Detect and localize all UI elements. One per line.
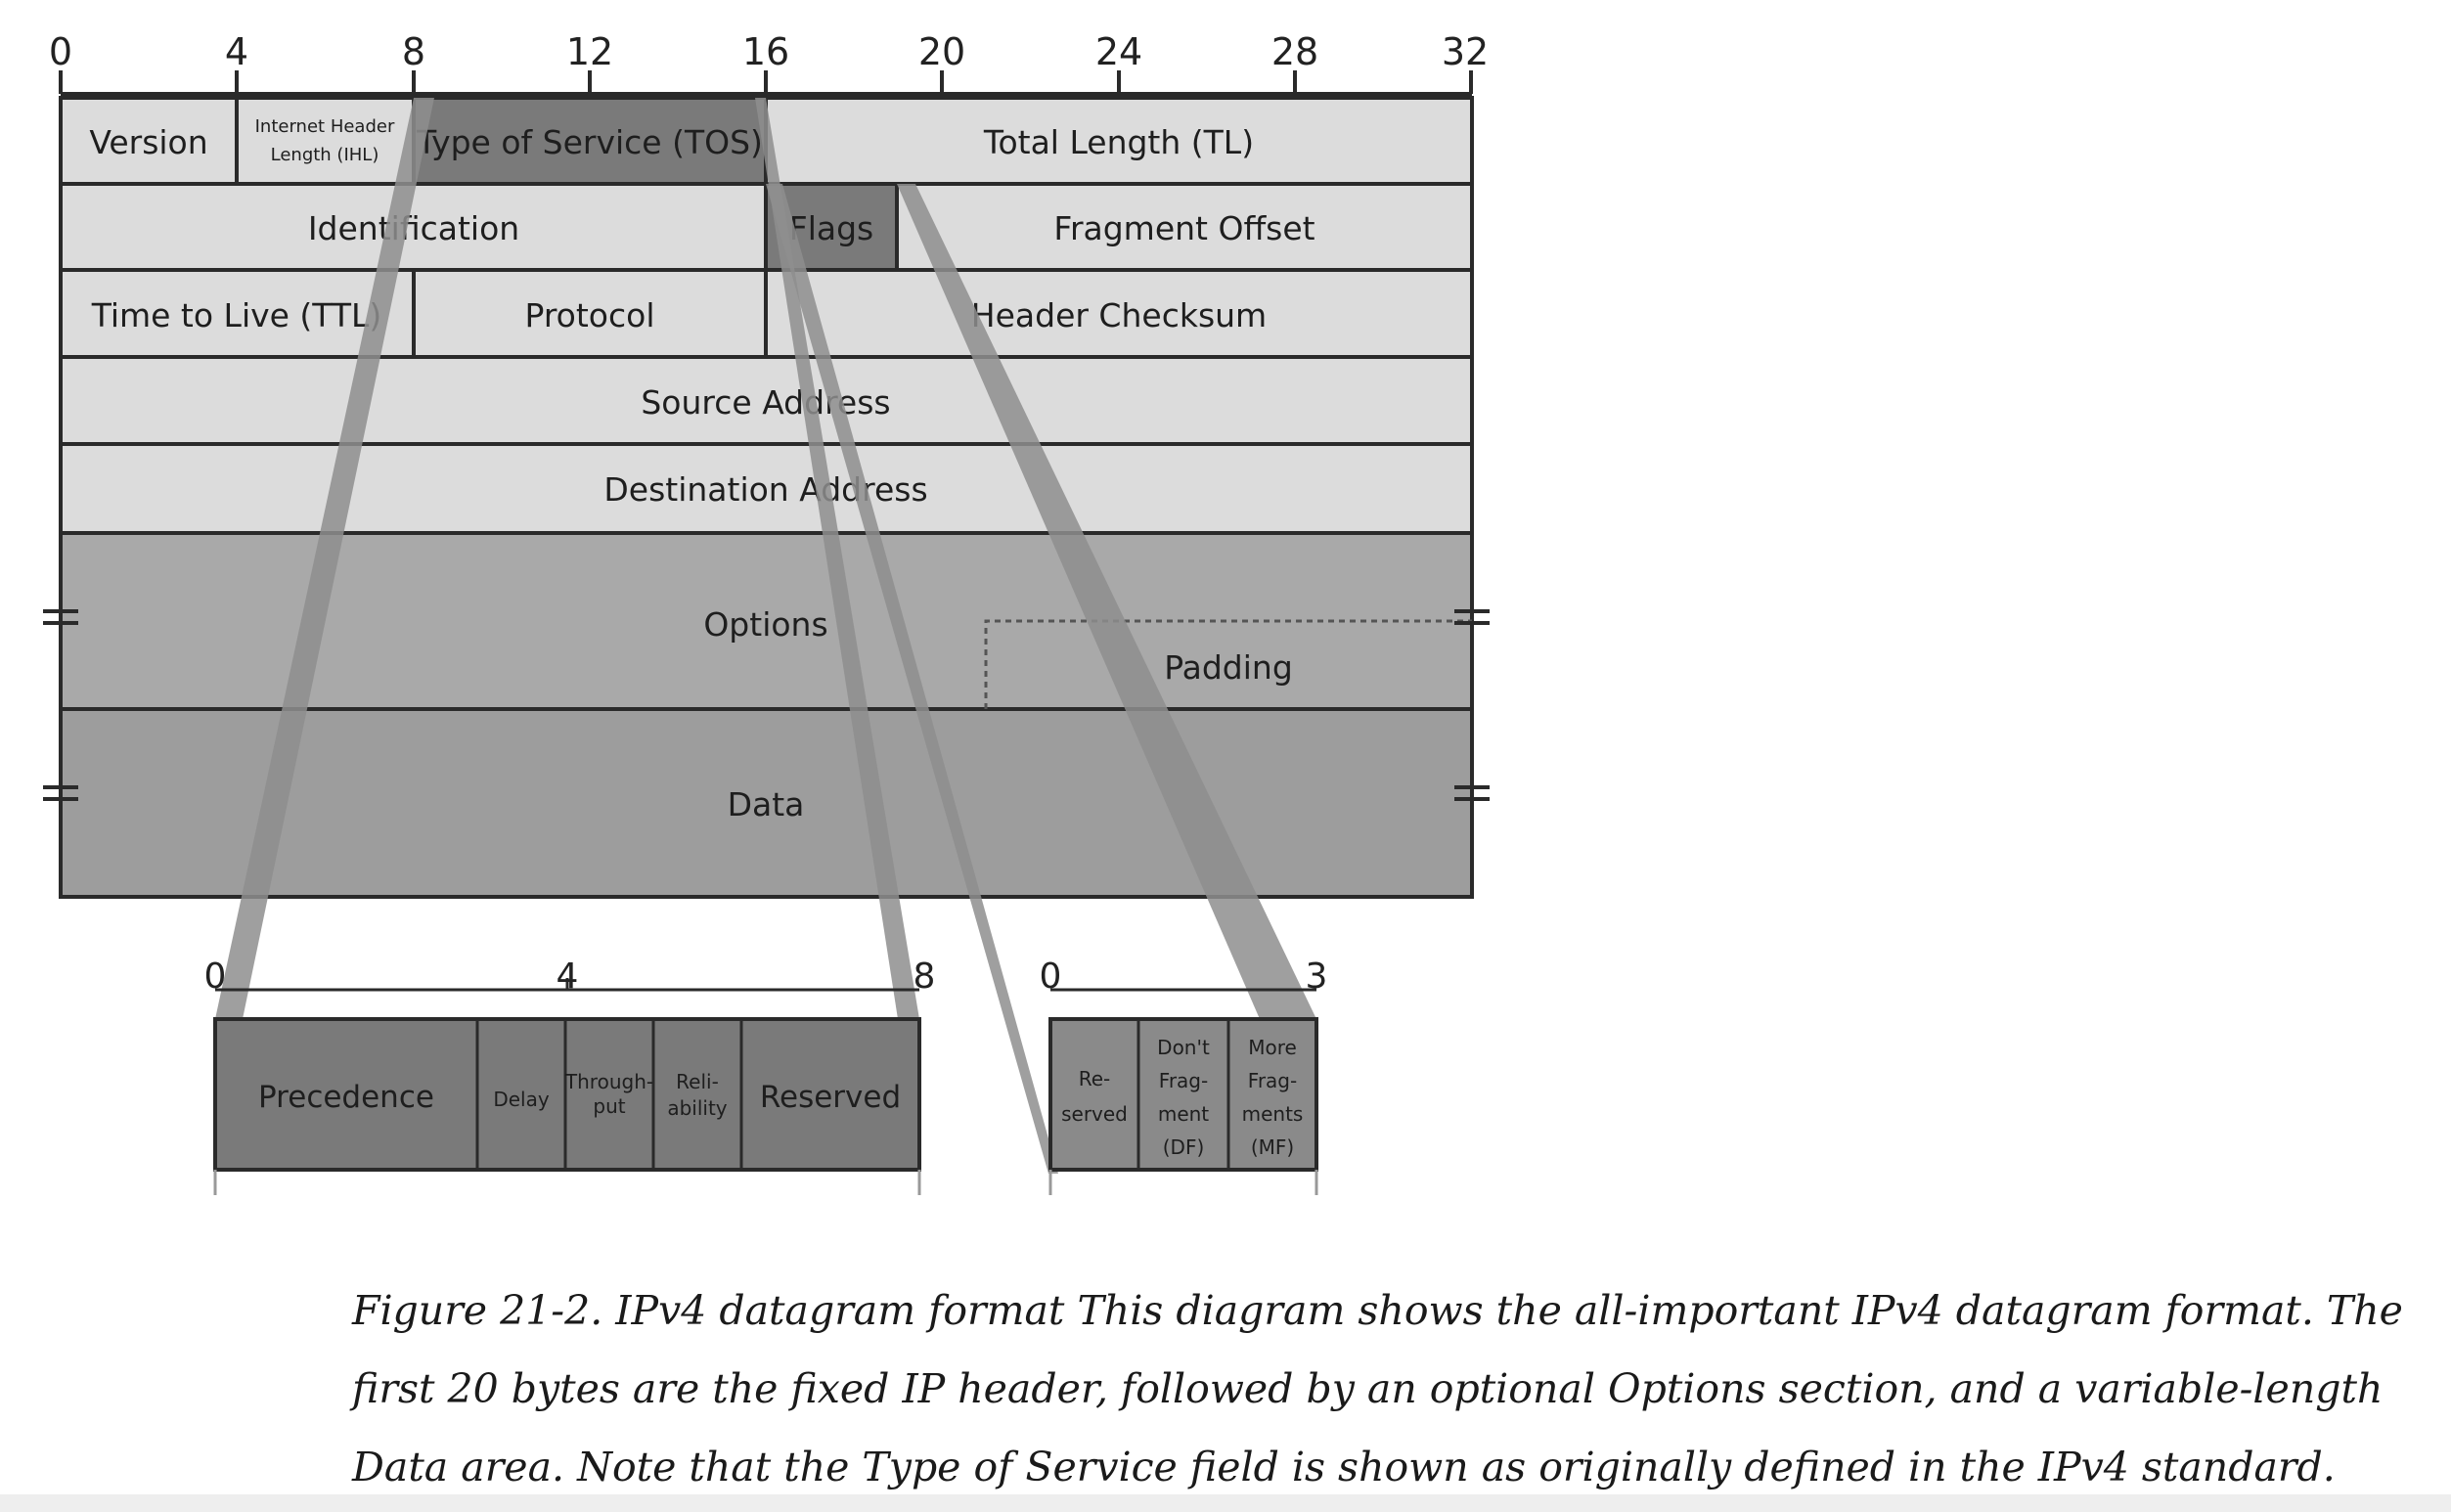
tos-bit-tick: 8 [914, 956, 936, 997]
tos-throughput-line2: put [593, 1094, 625, 1118]
field-fragment-offset: Fragment Offset [1053, 209, 1315, 247]
field-ttl: Time to Live (TTL) [91, 296, 382, 334]
header-grid [59, 96, 1474, 899]
ipv4-datagram-diagram: 0 4 8 12 16 20 24 28 32 [43, 30, 1490, 1195]
flags-mf-line2: Frag- [1248, 1069, 1297, 1092]
flags-bit-tick: 3 [1306, 956, 1328, 997]
flags-df-line2: Frag- [1159, 1069, 1208, 1092]
flags-df-line1: Don't [1157, 1036, 1210, 1059]
tos-detail: 0 4 8 Precedence Delay Through- put Reli… [204, 956, 936, 1195]
flags-wedge-left [766, 184, 1058, 1174]
flags-detail: 0 3 Re- served Don't Frag- ment (DF) Mor… [1040, 956, 1328, 1195]
break-marks [43, 609, 1490, 801]
tos-precedence: Precedence [258, 1080, 434, 1115]
field-header-checksum: Header Checksum [971, 296, 1267, 334]
flags-wedge-right [897, 184, 1316, 1019]
flags-bit-tick: 0 [1040, 956, 1062, 997]
figure-caption: Figure 21-2. IPv4 datagram format This d… [352, 1271, 2403, 1506]
tos-reliability-line1: Reli- [676, 1070, 719, 1093]
flags-df-line4: (DF) [1163, 1135, 1205, 1159]
flags-mf-line1: More [1248, 1036, 1297, 1059]
caption-line: Data area. Note that the Type of Service… [352, 1444, 2336, 1490]
tos-bit-tick: 4 [557, 956, 579, 997]
bit-tick-label: 28 [1271, 30, 1318, 73]
bit-tick-label: 4 [225, 30, 248, 73]
field-tos: Type of Service (TOS) [416, 123, 763, 161]
field-identification: Identification [308, 209, 519, 247]
tos-throughput-line1: Through- [564, 1070, 653, 1093]
bit-tick-label: 20 [918, 30, 965, 73]
field-ihl-line2: Length (IHL) [271, 145, 379, 165]
field-version: Version [89, 123, 207, 161]
tos-field-highlight [414, 98, 766, 184]
flags-reserved-line1: Re- [1079, 1067, 1111, 1090]
caption-line: first 20 bytes are the fixed IP header, … [352, 1365, 2384, 1412]
flags-df-line3: ment [1158, 1102, 1209, 1126]
flags-mf-line3: ments [1242, 1102, 1304, 1126]
tos-wedge-right [755, 98, 919, 1019]
field-source-address: Source Address [641, 383, 890, 422]
tos-delay: Delay [493, 1088, 550, 1111]
bit-tick-label: 0 [49, 30, 72, 73]
field-total-length: Total Length (TL) [983, 123, 1254, 161]
flags-reserved-line2: served [1061, 1102, 1128, 1126]
field-flags: Flags [789, 209, 874, 247]
field-protocol: Protocol [525, 296, 655, 334]
field-destination-address: Destination Address [603, 470, 927, 509]
bit-tick-label: 8 [402, 30, 425, 73]
bit-tick-label: 16 [742, 30, 789, 73]
field-ihl-line1: Internet Header [255, 116, 395, 137]
page-bottom-band [0, 1494, 2451, 1512]
bit-tick-label: 24 [1095, 30, 1142, 73]
bit-scale: 0 4 8 12 16 20 24 28 32 [49, 30, 1489, 96]
tos-reserved: Reserved [760, 1080, 901, 1115]
tos-reliability-line2: ability [667, 1096, 727, 1120]
field-options: Options [703, 605, 827, 644]
tos-wedge-left [215, 98, 434, 1019]
tos-bit-tick: 0 [204, 956, 227, 997]
bit-tick-label: 12 [566, 30, 613, 73]
flags-mf-line4: (MF) [1251, 1135, 1294, 1159]
caption-line: Figure 21-2. IPv4 datagram format This d… [352, 1287, 2403, 1334]
field-data: Data [728, 785, 805, 823]
bit-tick-label: 32 [1442, 30, 1489, 73]
field-padding: Padding [1164, 648, 1293, 687]
